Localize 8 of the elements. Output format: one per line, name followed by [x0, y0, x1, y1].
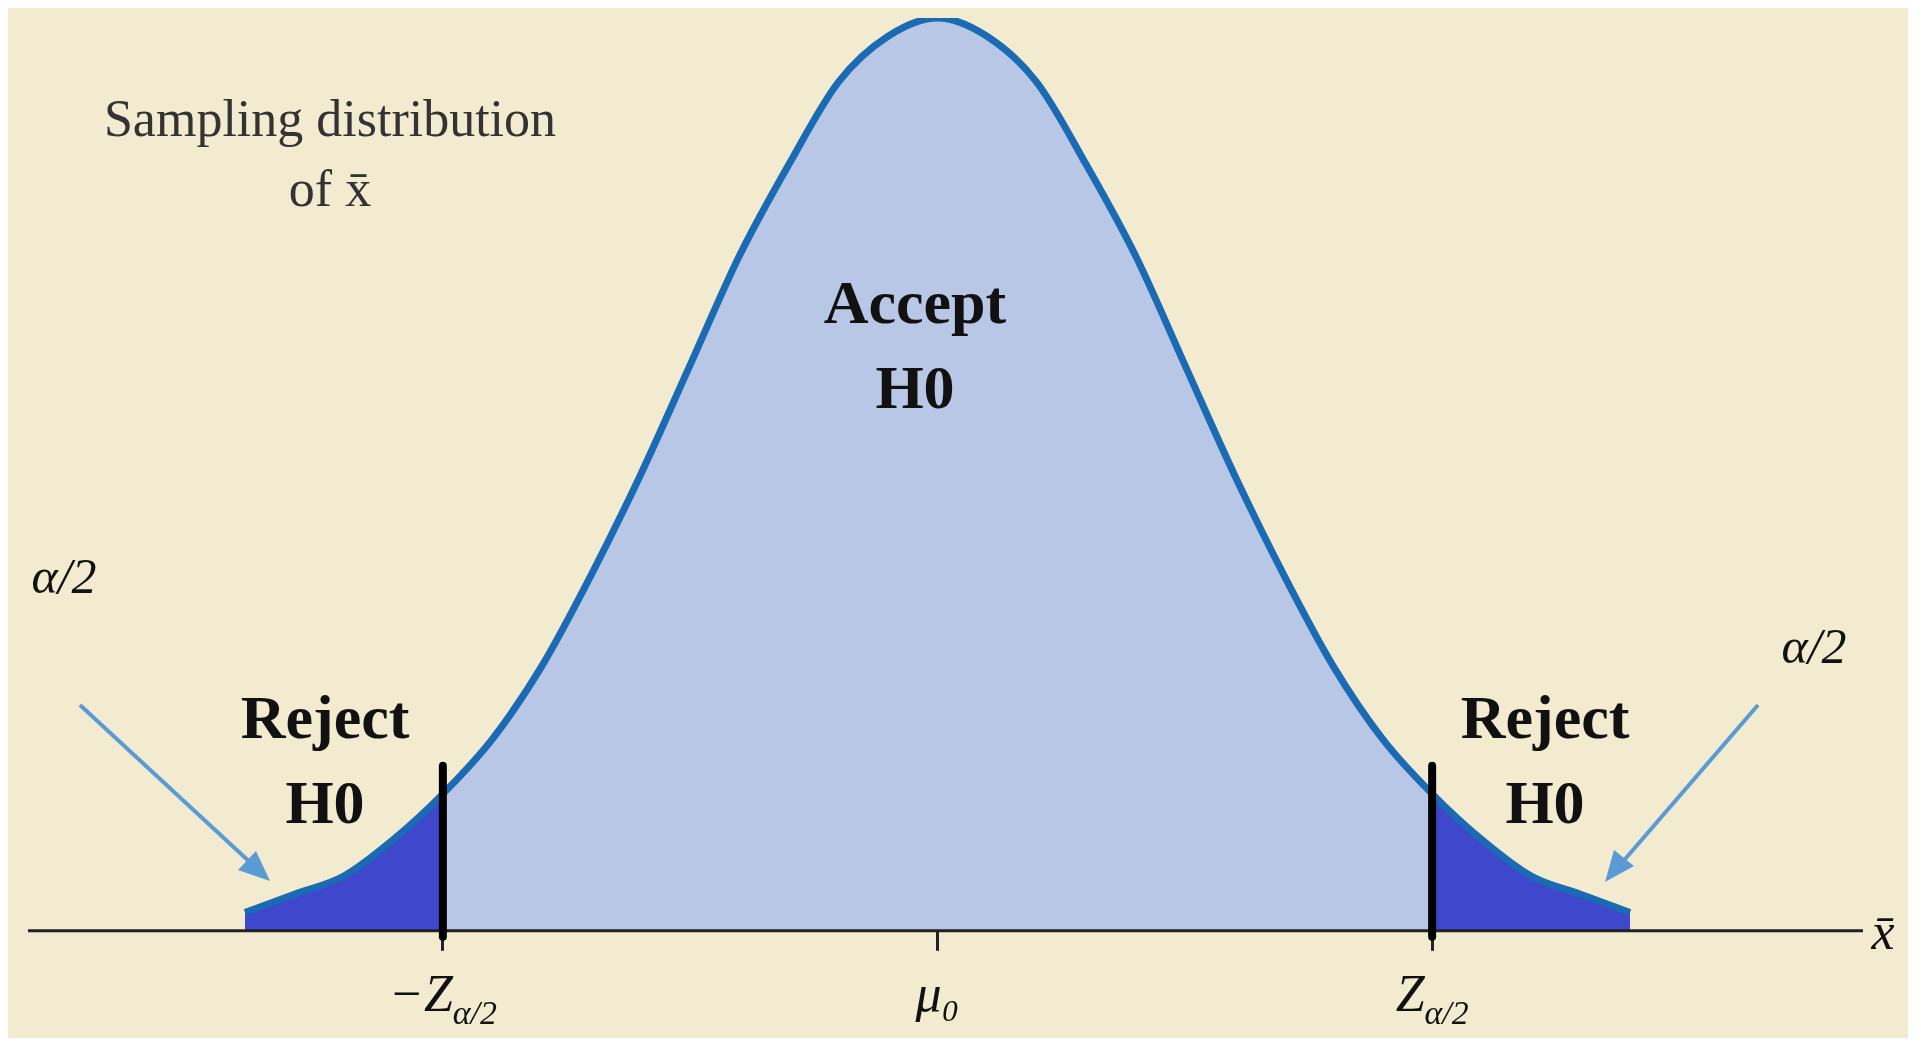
annotation: Accept H0 — [823, 268, 1007, 421]
annotation: Reject H0 — [1460, 683, 1630, 836]
text: Sampling distribution of x̄ — [103, 90, 557, 217]
x-tick-label: μ₀ — [914, 964, 960, 1022]
text: α/2 — [1781, 618, 1847, 674]
text: α/2 — [31, 548, 97, 604]
x-axis-title: x̄ — [1870, 902, 1895, 960]
annotation: Reject H0 — [240, 683, 410, 836]
